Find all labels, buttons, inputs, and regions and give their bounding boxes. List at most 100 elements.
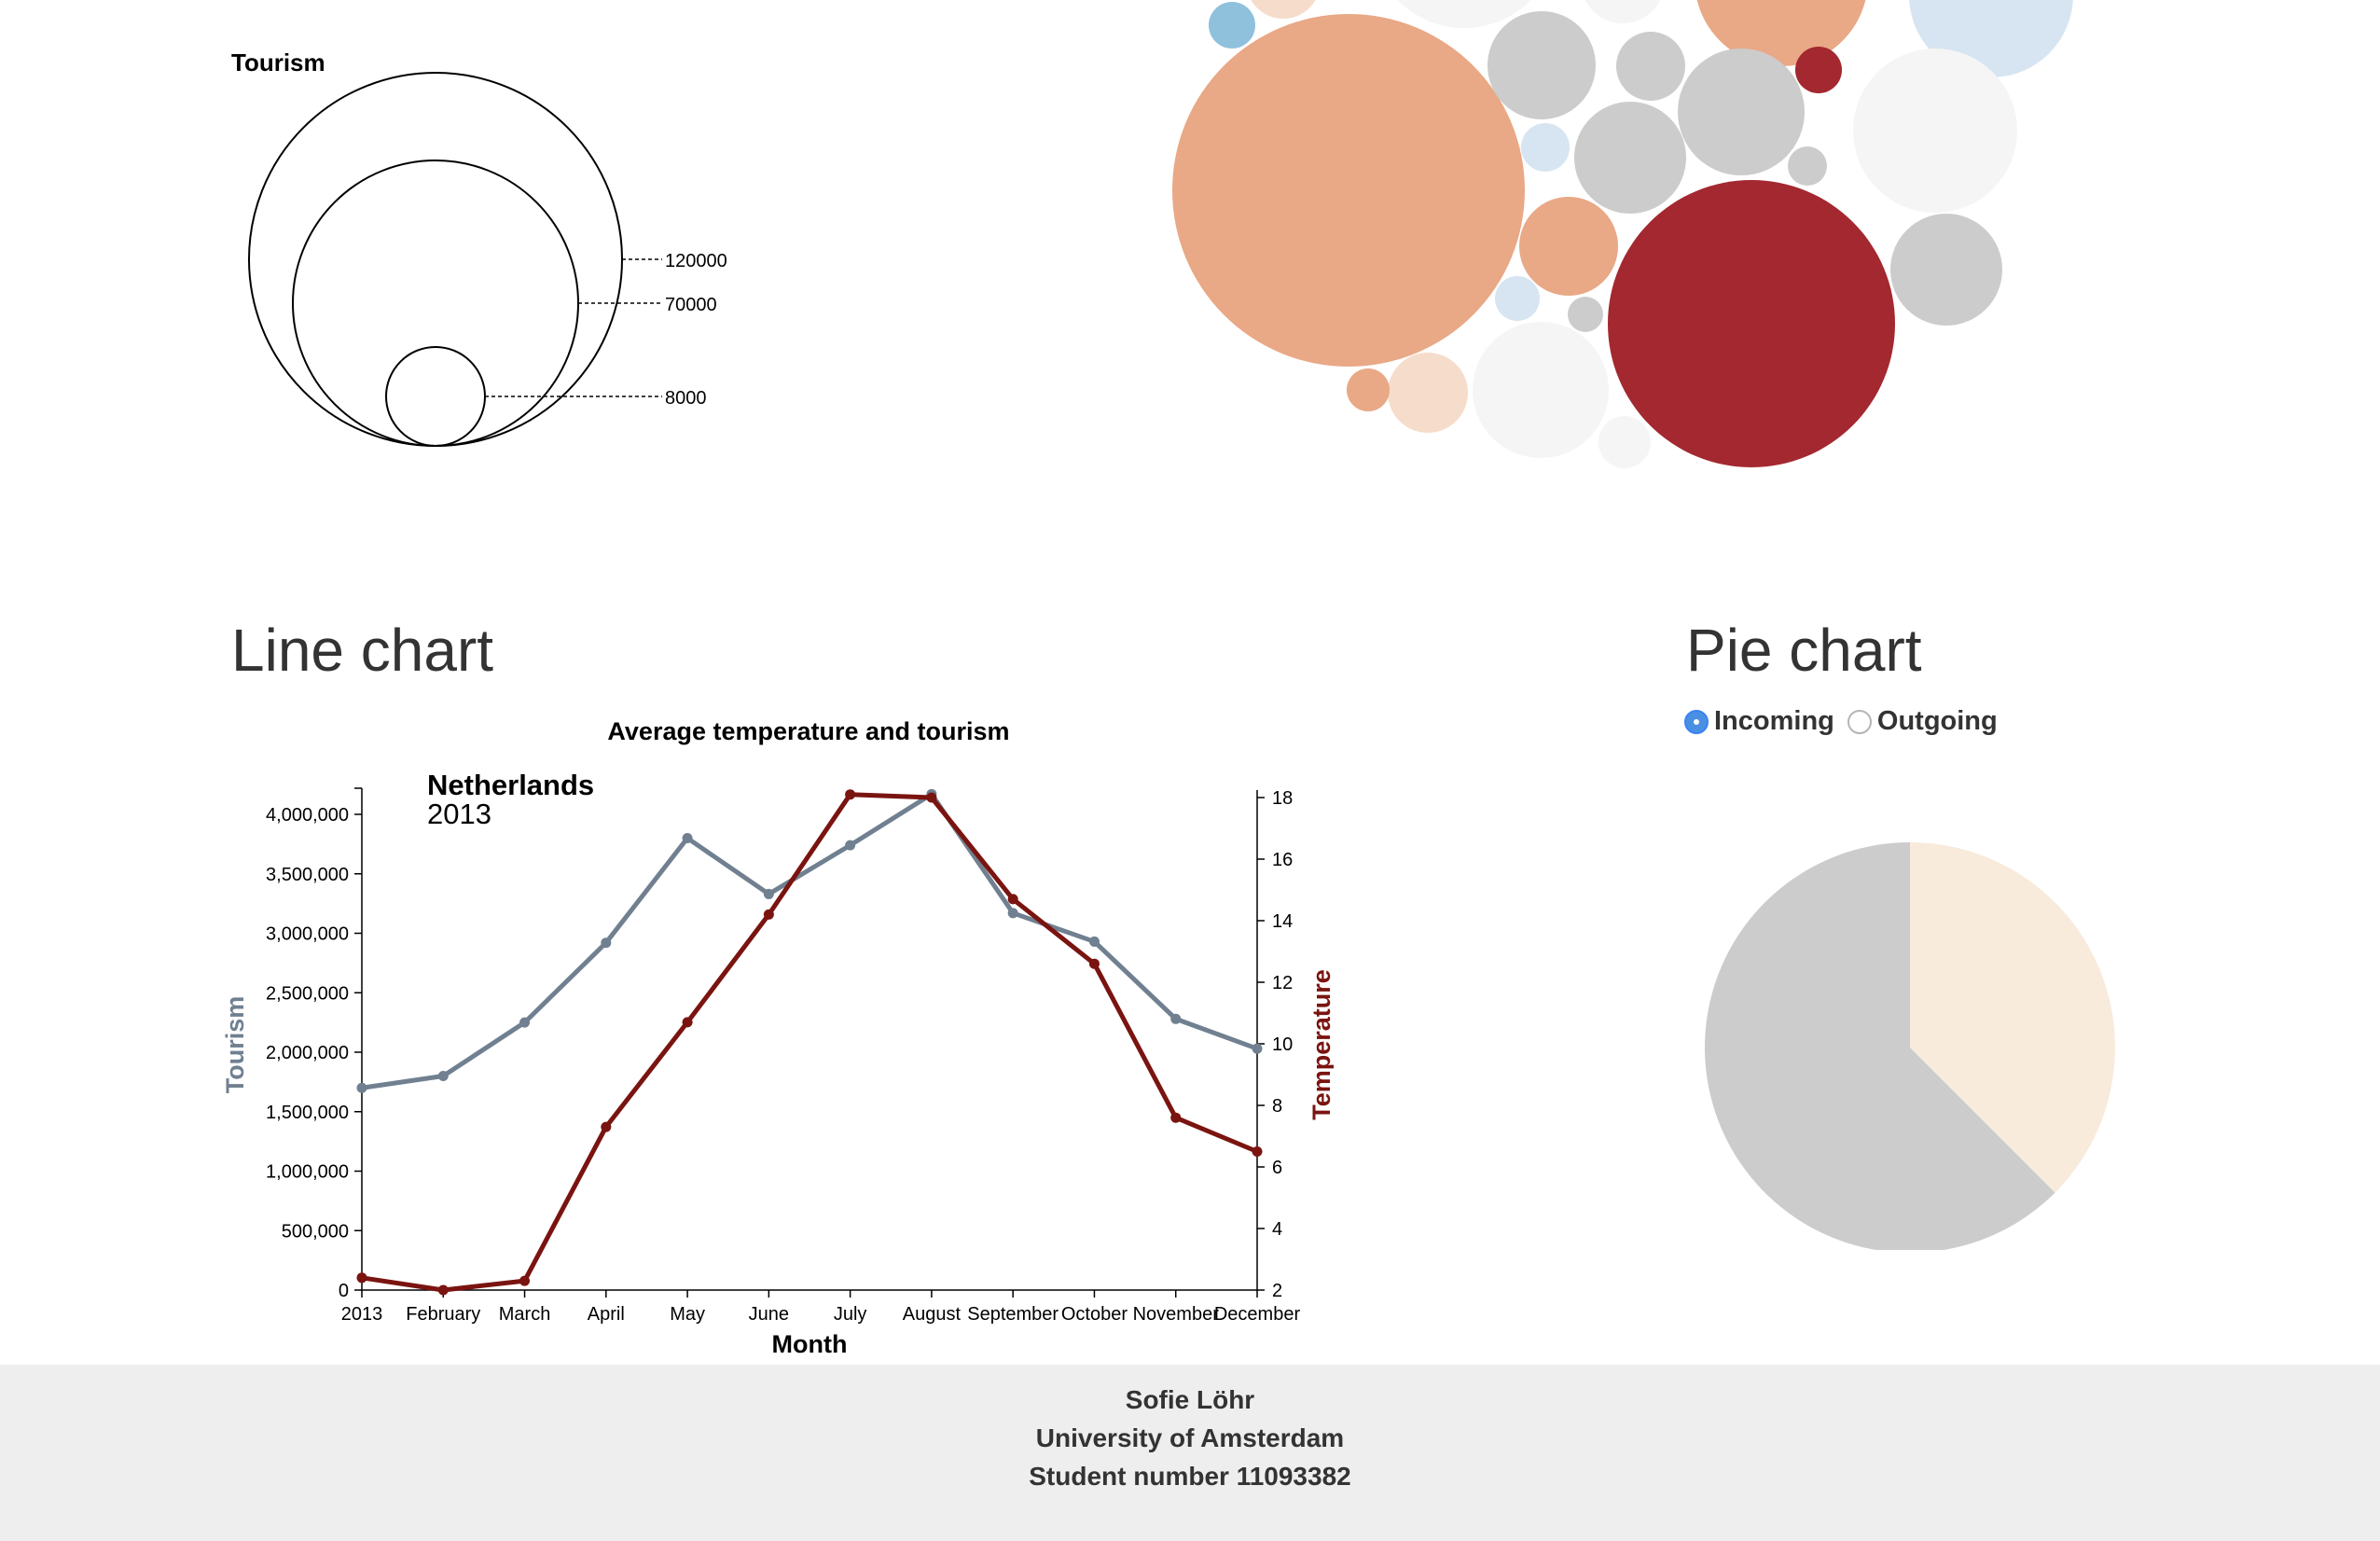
temperature-point [437,1284,449,1296]
y-tick-label-right: 18 [1272,788,1293,809]
x-tick-label: March [499,1304,551,1325]
y-tick-label-left: 2,500,000 [266,983,349,1004]
bubble [1347,368,1390,411]
bubble [1608,180,1895,467]
x-axis-label: Month [772,1330,848,1358]
size-legend-circle [385,346,486,447]
pie-slice [1910,842,2115,1193]
line-chart: Average temperature and tourism Netherlan… [221,717,1334,1358]
x-tick-label: October [1061,1304,1128,1325]
chart-year-label: 2013 [427,798,491,830]
y-tick-label-left: 1,000,000 [266,1162,349,1183]
temperature-point [1252,1146,1263,1157]
temperature-point [845,789,856,800]
y-tick-label-left: 0 [339,1281,349,1301]
bubble [1521,123,1570,172]
footer-author: Sofie Löhr [1125,1385,1255,1414]
size-legend-label: 70000 [665,295,717,315]
y-axis-label-left: Tourism [221,996,249,1094]
temperature-point [682,1017,693,1028]
y-tick-label-right: 2 [1272,1281,1282,1301]
bubble [1795,47,1842,93]
temperature-point [356,1272,367,1284]
bubble [1788,146,1827,186]
x-tick-label: February [406,1304,480,1325]
temperature-point [1170,1112,1182,1123]
tourism-point [1007,908,1018,919]
x-tick-label: 2013 [341,1304,383,1325]
y-tick-label-right: 4 [1272,1219,1282,1240]
footer-university: University of Amsterdam [1035,1423,1345,1452]
temperature-point [601,1121,612,1132]
x-tick-label: September [967,1304,1059,1325]
bubble [1172,14,1525,367]
incoming-label[interactable]: Incoming [1714,706,1834,736]
y-axis-label-right: Temperature [1308,969,1334,1120]
y-tick-label-right: 14 [1272,911,1293,932]
y-tick-label-left: 4,000,000 [266,805,349,826]
bubble [1598,416,1651,468]
x-tick-label: June [749,1304,789,1325]
size-legend-label: 8000 [665,388,707,409]
bubble [1488,11,1596,119]
outgoing-radio[interactable] [1847,709,1872,734]
x-tick-label: December [1214,1304,1301,1325]
tourism-point [682,833,693,843]
bubble [1678,49,1805,175]
size-legend-title: Tourism [231,49,325,76]
bubble [1890,214,2002,326]
size-legend-circle [248,72,623,447]
bubble [1388,353,1468,433]
bubble [1495,276,1540,321]
y-tick-label-left: 500,000 [282,1221,349,1242]
incoming-radio[interactable] [1684,709,1709,734]
temperature-point [926,792,937,803]
x-tick-label: May [670,1304,705,1325]
temperature-point [1088,958,1100,969]
bubble [1251,0,1316,19]
pie-slice [1705,842,2055,1250]
pie-toggle-group: Incoming Outgoing [1684,706,2005,737]
bubble [1397,0,1531,28]
bubble [1584,0,1661,23]
y-tick-label-right: 12 [1272,973,1293,993]
temperature-point [519,1275,531,1286]
size-legend-label: 120000 [665,251,727,271]
y-tick-label-left: 3,000,000 [266,924,349,945]
tourism-point [1088,936,1100,947]
tourism-point [845,840,856,851]
pie-chart-heading: Pie chart [1686,617,1922,684]
bubble [1568,297,1603,332]
x-tick-label: April [588,1304,625,1325]
bubble [1616,32,1685,101]
temperature-line [361,792,1258,1293]
pie-chart [1705,842,2115,1250]
tourism-point [601,937,612,949]
bubble [1853,49,2017,213]
y-tick-label-right: 10 [1272,1034,1293,1055]
tourism-line [361,791,1258,1090]
y-tick-label-right: 6 [1272,1158,1282,1178]
tourism-point [1252,1043,1263,1054]
tourism-point [1170,1013,1182,1024]
bubble [1574,102,1686,214]
outgoing-label[interactable]: Outgoing [1876,706,1998,736]
bubble-chart [1172,0,2073,468]
bubble [1519,197,1618,296]
size-legend: 120000 70000 8000 [248,72,727,447]
tourism-point [356,1082,367,1093]
y-tick-label-right: 8 [1272,1096,1282,1117]
footer: Sofie Löhr University of Amsterdam Stude… [0,1365,2380,1541]
tourism-point [763,888,774,899]
x-tick-label: July [834,1304,867,1325]
tourism-point [519,1017,531,1028]
temperature-point [763,909,774,920]
bubble [1473,322,1609,458]
y-tick-label-left: 2,000,000 [266,1043,349,1063]
y-tick-label-left: 3,500,000 [266,865,349,885]
x-tick-label: August [903,1304,962,1325]
y-tick-label-left: 1,500,000 [266,1103,349,1123]
x-tick-label: November [1133,1304,1220,1325]
y-tick-label-right: 16 [1272,850,1293,870]
line-chart-heading: Line chart [231,617,494,684]
